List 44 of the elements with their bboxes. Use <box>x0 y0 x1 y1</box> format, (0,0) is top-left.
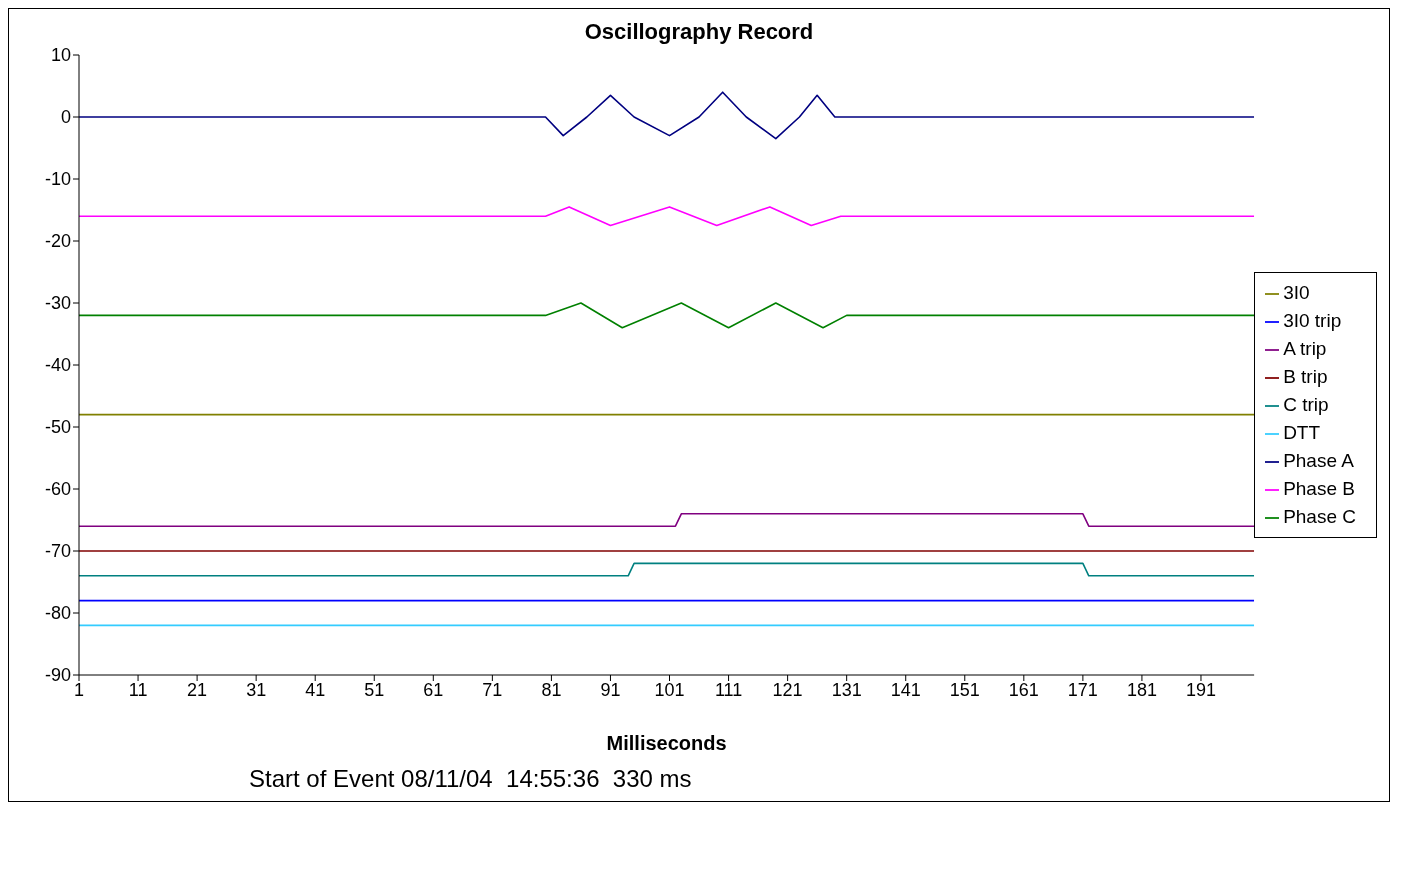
x-tick-label: 171 <box>1067 679 1098 700</box>
legend-label: Phase B <box>1283 478 1355 499</box>
legend-label: 3I0 trip <box>1283 310 1342 331</box>
x-tick-label: 151 <box>949 679 980 700</box>
x-tick-label: 161 <box>1008 679 1039 700</box>
y-tick-label: -90 <box>44 665 71 686</box>
legend-label: DTT <box>1283 422 1321 443</box>
x-tick-label: 71 <box>482 679 503 700</box>
x-tick-label: 191 <box>1185 679 1216 700</box>
x-tick-label: 91 <box>600 679 621 700</box>
legend-label: A trip <box>1283 338 1327 359</box>
y-tick-label: -30 <box>44 293 71 314</box>
y-tick-label: 0 <box>60 107 71 128</box>
x-tick-label: 51 <box>364 679 385 700</box>
x-tick-label: 41 <box>305 679 326 700</box>
x-tick-label: 21 <box>187 679 208 700</box>
y-tick-label: -20 <box>44 231 71 252</box>
y-tick-label: -80 <box>44 603 71 624</box>
legend-label: C trip <box>1283 394 1329 415</box>
x-axis-title: Milliseconds <box>606 732 727 754</box>
y-tick-label: -70 <box>44 541 71 562</box>
x-tick-label: 111 <box>714 679 743 700</box>
legend-label: Phase A <box>1283 450 1354 471</box>
x-tick-label: 141 <box>890 679 921 700</box>
x-tick-label: 31 <box>246 679 267 700</box>
line-series <box>79 91 1255 140</box>
x-tick-label: 121 <box>772 679 803 700</box>
legend-label: Phase C <box>1283 506 1356 527</box>
x-tick-label: 81 <box>541 679 562 700</box>
legend-label: B trip <box>1283 366 1328 387</box>
legend-label: 3I0 <box>1283 282 1310 303</box>
x-tick-label: 101 <box>654 679 685 700</box>
y-tick-label: 10 <box>50 45 71 66</box>
y-tick-label: -10 <box>44 169 71 190</box>
text: Start of Event 08/11/04 14:55:36 330 ms <box>248 765 693 794</box>
y-tick-label: -40 <box>44 355 71 376</box>
x-tick-label: 1 <box>73 679 85 700</box>
x-tick-label: 11 <box>128 679 148 700</box>
y-tick-label: -50 <box>44 417 71 438</box>
x-tick-label: 131 <box>831 679 862 700</box>
chart-title: Oscillography Record <box>583 18 815 45</box>
x-tick-label: 61 <box>423 679 444 700</box>
x-tick-label: 181 <box>1126 679 1157 700</box>
y-tick-label: -60 <box>44 479 71 500</box>
